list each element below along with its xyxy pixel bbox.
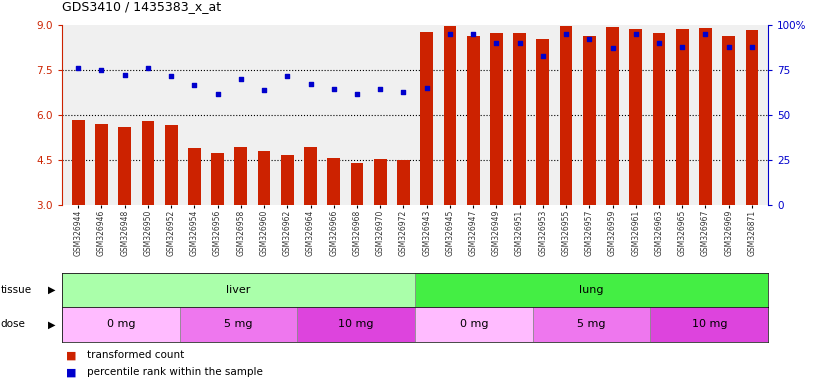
Text: 0 mg: 0 mg	[459, 319, 488, 329]
Bar	[95, 124, 108, 205]
Bar	[141, 121, 154, 205]
Point	[582, 36, 596, 43]
Bar	[188, 148, 201, 205]
Bar	[536, 40, 549, 205]
Point	[699, 31, 712, 37]
Text: ■: ■	[66, 350, 77, 360]
Point	[444, 31, 457, 37]
Point	[653, 40, 666, 46]
Point	[559, 31, 572, 37]
Bar	[560, 26, 572, 205]
Bar	[490, 33, 503, 205]
Text: tissue: tissue	[1, 285, 32, 295]
Text: 10 mg: 10 mg	[691, 319, 727, 329]
Text: liver: liver	[226, 285, 251, 295]
Bar	[533, 307, 651, 342]
Point	[118, 73, 131, 79]
Point	[513, 40, 526, 46]
Point	[72, 65, 85, 71]
Point	[327, 86, 340, 92]
Point	[211, 91, 224, 98]
Point	[420, 85, 434, 91]
Text: 10 mg: 10 mg	[339, 319, 374, 329]
Bar	[62, 273, 415, 307]
Bar	[327, 158, 340, 205]
Bar	[235, 147, 247, 205]
Text: ■: ■	[66, 367, 77, 377]
Point	[396, 89, 410, 95]
Bar	[72, 120, 84, 205]
Point	[536, 53, 549, 59]
Text: 0 mg: 0 mg	[107, 319, 135, 329]
Bar	[62, 307, 179, 342]
Point	[281, 73, 294, 79]
Bar	[179, 307, 297, 342]
Point	[606, 45, 620, 51]
Bar	[211, 153, 224, 205]
Point	[373, 86, 387, 92]
Bar	[281, 155, 294, 205]
Text: 5 mg: 5 mg	[577, 319, 606, 329]
Bar	[397, 161, 410, 205]
Bar	[258, 151, 270, 205]
Bar	[467, 36, 480, 205]
Bar	[629, 28, 642, 205]
Bar	[444, 26, 456, 205]
Bar	[746, 30, 758, 205]
Point	[467, 31, 480, 37]
Point	[722, 43, 735, 50]
Point	[235, 76, 248, 82]
Text: percentile rank within the sample: percentile rank within the sample	[87, 367, 263, 377]
Bar	[304, 147, 317, 205]
Bar	[297, 307, 415, 342]
Point	[745, 43, 758, 50]
Bar	[606, 27, 619, 205]
Bar	[699, 28, 712, 205]
Bar	[164, 125, 178, 205]
Bar	[415, 273, 768, 307]
Bar	[374, 159, 387, 205]
Point	[490, 40, 503, 46]
Bar	[722, 36, 735, 205]
Point	[629, 31, 643, 37]
Bar	[420, 31, 433, 205]
Point	[676, 43, 689, 50]
Point	[141, 65, 154, 71]
Point	[164, 73, 178, 79]
Bar	[350, 163, 363, 205]
Text: ▶: ▶	[48, 285, 55, 295]
Bar	[513, 33, 526, 205]
Text: 5 mg: 5 mg	[224, 319, 253, 329]
Point	[350, 91, 363, 98]
Bar	[676, 28, 689, 205]
Text: ▶: ▶	[48, 319, 55, 329]
Point	[304, 81, 317, 87]
Point	[188, 81, 201, 88]
Bar	[583, 36, 596, 205]
Text: dose: dose	[1, 319, 26, 329]
Bar	[653, 33, 666, 205]
Bar	[651, 307, 768, 342]
Text: GDS3410 / 1435383_x_at: GDS3410 / 1435383_x_at	[62, 0, 221, 13]
Bar	[415, 307, 533, 342]
Text: lung: lung	[579, 285, 604, 295]
Bar	[118, 127, 131, 205]
Point	[258, 87, 271, 93]
Point	[95, 67, 108, 73]
Text: transformed count: transformed count	[87, 350, 184, 360]
